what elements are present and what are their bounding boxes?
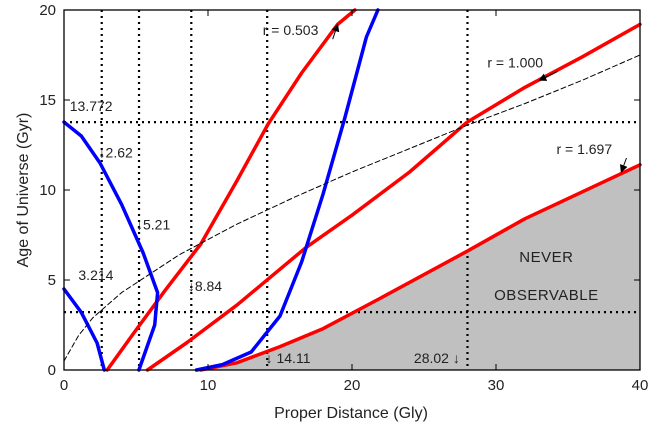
- shaded-region-label-line: OBSERVABLE: [494, 287, 599, 304]
- curve-label: r = 1.000: [487, 55, 543, 71]
- value-annotation: ↓ 14.11: [266, 350, 311, 366]
- x-tick-label: 40: [632, 377, 649, 394]
- series-lines: [62, 8, 642, 372]
- y-tick-label: 0: [48, 362, 56, 379]
- x-axis-title: Proper Distance (Gly): [274, 405, 428, 422]
- value-annotation: 13.772: [70, 98, 113, 114]
- never-observable-shade: [200, 164, 641, 370]
- value-annotation: 28.02 ↓: [414, 350, 460, 366]
- value-annotation: 3.214: [78, 267, 113, 283]
- y-tick-label: 20: [39, 2, 56, 19]
- curve-label-arrow: [619, 157, 628, 173]
- x-tick-label: 0: [60, 377, 68, 394]
- series-line: [62, 287, 107, 372]
- value-annotation: ↓2.62: [99, 145, 133, 161]
- y-axis-title: Age of Universe (Gyr): [15, 113, 32, 268]
- curve-label: r = 1.697: [556, 141, 612, 157]
- y-tick-label: 5: [48, 272, 56, 289]
- value-annotation: ↓8.84: [188, 278, 222, 294]
- x-tick-label: 10: [200, 377, 217, 394]
- y-tick-label: 10: [39, 182, 56, 199]
- series-line: [105, 8, 357, 372]
- series-line: [194, 8, 380, 372]
- curve-label-arrow: [331, 23, 340, 40]
- x-tick-label: 20: [344, 377, 361, 394]
- axis-ticks: 0 10 20 30 40 0 5 10 15 20: [39, 2, 648, 394]
- series-line: [199, 163, 642, 372]
- curve-label: r = 0.503: [263, 22, 319, 38]
- never-observable-region: NEVER OBSERVABLE: [200, 164, 641, 370]
- shaded-region-label-line: NEVER: [519, 249, 573, 266]
- y-tick-label: 15: [39, 92, 56, 109]
- annotations: 13.772 ↓2.62 ↓5.21 3.214 ↓8.84 ↓ 14.11 28.02 ↓…: [70, 22, 628, 366]
- series-line: [63, 54, 641, 362]
- x-tick-label: 30: [488, 377, 505, 394]
- value-annotation: ↓5.21: [136, 217, 170, 233]
- series-line: [62, 120, 160, 372]
- curve-label-arrow: [538, 71, 558, 81]
- series-line: [145, 22, 642, 372]
